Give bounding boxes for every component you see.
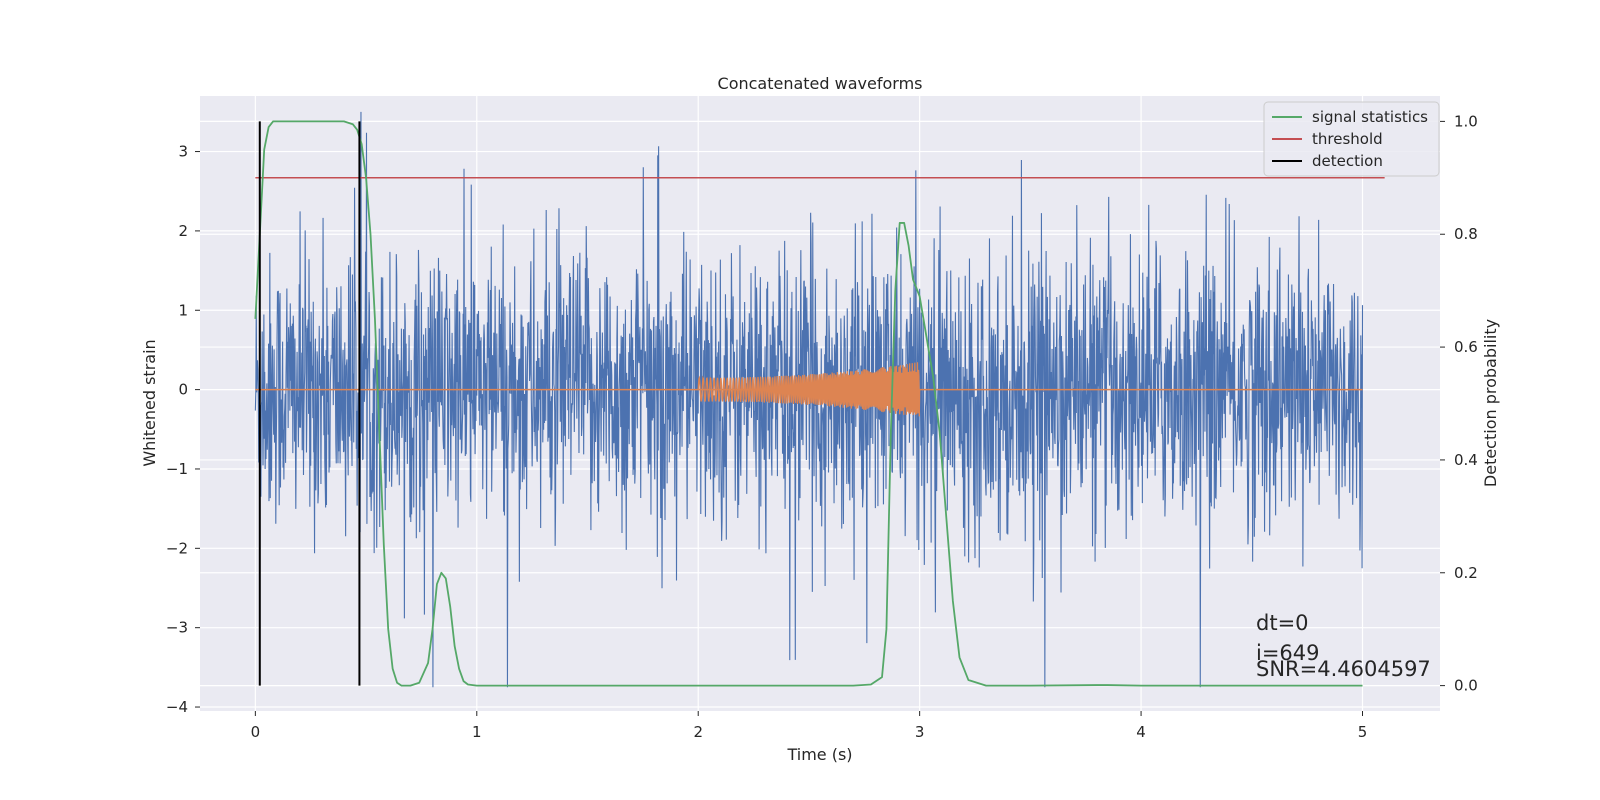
signal-statistics-line <box>254 120 1363 687</box>
y-tick-label: 1 <box>178 301 188 319</box>
y-tick-label: −4 <box>166 698 188 716</box>
legend-label: signal statistics <box>1312 108 1428 126</box>
y-tick-label: 3 <box>178 143 188 161</box>
legend-box <box>1263 101 1440 177</box>
y-tick-label: −3 <box>166 619 188 637</box>
y-tick-label: −1 <box>166 460 188 478</box>
x-tick-label: 5 <box>1358 723 1368 741</box>
y2-tick-label: 0.8 <box>1454 225 1478 243</box>
x-tick-label: 0 <box>251 723 261 741</box>
x-tick-label: 3 <box>915 723 925 741</box>
x-tick-label: 2 <box>693 723 703 741</box>
x-tick-label: 1 <box>472 723 482 741</box>
y-tick-label: 0 <box>178 381 188 399</box>
annotation-text: dt=0 <box>1256 611 1309 635</box>
legend: signal statistics threshold detection <box>1263 101 1440 177</box>
legend-label: detection <box>1312 152 1383 170</box>
ticks: 0 1 2 3 4 5 −4 −3 −2 −1 0 1 2 3 0.0 0.2 0.4 0.6 0.8 1.0 <box>166 112 1478 741</box>
chirp-signal-series <box>697 362 921 417</box>
chart-title: Concatenated waveforms <box>718 74 923 93</box>
legend-label: threshold <box>1312 130 1383 148</box>
strain-noise-series <box>254 111 1364 688</box>
y-tick-label: 2 <box>178 222 188 240</box>
annotation-text: i=649 <box>1256 641 1320 665</box>
y2-axis-label: Detection probability <box>1481 319 1500 487</box>
y-axis-label: Whitened strain <box>140 339 159 466</box>
y2-tick-label: 1.0 <box>1454 112 1478 130</box>
annotation-text: SNR=4.4604597 <box>1256 657 1431 681</box>
x-tick-label: 4 <box>1136 723 1146 741</box>
y-tick-label: −2 <box>166 539 188 557</box>
y2-tick-label: 0.0 <box>1454 677 1478 695</box>
series-layer <box>254 111 1385 688</box>
x-axis-label: Time (s) <box>786 745 852 764</box>
y2-tick-label: 0.2 <box>1454 564 1478 582</box>
y2-tick-label: 0.4 <box>1454 451 1478 469</box>
y2-tick-label: 0.6 <box>1454 338 1478 356</box>
